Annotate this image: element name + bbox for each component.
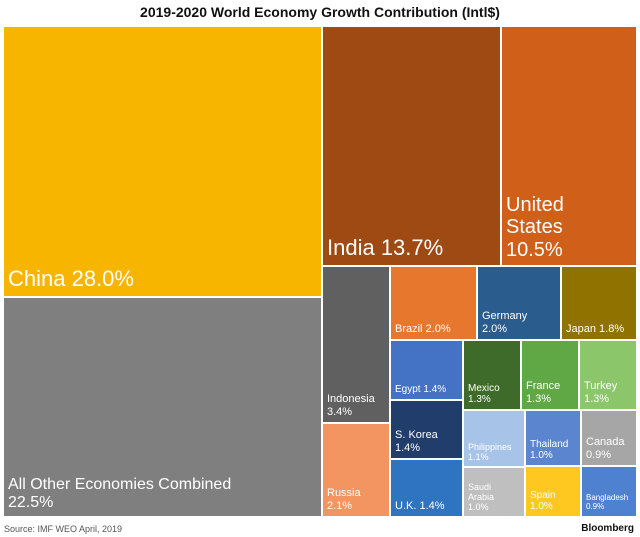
tile-label-all-other-economies-combined: All Other Economies Combined 22.5%: [8, 476, 232, 512]
tile-all-other-economies-combined: All Other Economies Combined 22.5%: [3, 297, 322, 517]
tile-s-korea: S. Korea 1.4%: [390, 400, 463, 459]
tile-india: India 13.7%: [322, 26, 501, 266]
tile-label-france: France 1.3%: [526, 380, 561, 405]
chart-title: 2019-2020 World Economy Growth Contribut…: [140, 4, 500, 20]
brand-label: Bloomberg: [581, 523, 634, 534]
tile-label-s-korea: S. Korea 1.4%: [395, 429, 438, 454]
tile-japan: Japan 1.8%: [561, 266, 637, 340]
tile-bangladesh: Bangladesh 0.9%: [581, 466, 637, 517]
tile-indonesia: Indonesia 3.4%: [322, 266, 390, 423]
tile-label-egypt: Egypt 1.4%: [395, 383, 447, 395]
tile-label-germany: Germany 2.0%: [482, 310, 528, 335]
tile-germany: Germany 2.0%: [477, 266, 561, 340]
tile-label-canada: Canada 0.9%: [586, 436, 625, 461]
tile-turkey: Turkey 1.3%: [579, 340, 637, 410]
tile-label-u-k: U.K. 1.4%: [395, 499, 445, 512]
tile-saudi-arabia: Saudi Arabia 1.0%: [463, 467, 525, 517]
tile-label-philippines: Philippines 1.1%: [468, 441, 512, 462]
tile-philippines: Philippines 1.1%: [463, 410, 525, 467]
tile-label-saudi-arabia: Saudi Arabia 1.0%: [468, 481, 495, 512]
tile-label-japan: Japan 1.8%: [566, 322, 625, 335]
tile-united-states: United States 10.5%: [501, 26, 637, 266]
tile-label-brazil: Brazil 2.0%: [395, 322, 451, 335]
tile-mexico: Mexico 1.3%: [463, 340, 521, 410]
tile-label-spain: Spain 1.0%: [530, 489, 556, 512]
tile-label-turkey: Turkey 1.3%: [584, 380, 618, 405]
tile-label-bangladesh: Bangladesh 0.9%: [586, 493, 629, 512]
tile-thailand: Thailand 1.0%: [525, 410, 581, 466]
tile-label-india: India 13.7%: [327, 235, 444, 261]
tile-label-united-states: United States 10.5%: [506, 193, 564, 261]
tile-spain: Spain 1.0%: [525, 466, 581, 517]
tile-russia: Russia 2.1%: [322, 423, 390, 517]
tile-label-mexico: Mexico 1.3%: [468, 382, 500, 405]
tile-china: China 28.0%: [3, 26, 322, 297]
tile-label-thailand: Thailand 1.0%: [530, 438, 569, 461]
source-note: Source: IMF WEO April, 2019: [4, 524, 123, 534]
tile-label-china: China 28.0%: [8, 266, 134, 292]
tile-canada: Canada 0.9%: [581, 410, 637, 466]
tile-u-k: U.K. 1.4%: [390, 459, 463, 517]
tile-brazil: Brazil 2.0%: [390, 266, 477, 340]
tile-france: France 1.3%: [521, 340, 579, 410]
tile-label-russia: Russia 2.1%: [327, 487, 361, 512]
tile-label-indonesia: Indonesia 3.4%: [327, 393, 375, 418]
tile-egypt: Egypt 1.4%: [390, 340, 463, 400]
